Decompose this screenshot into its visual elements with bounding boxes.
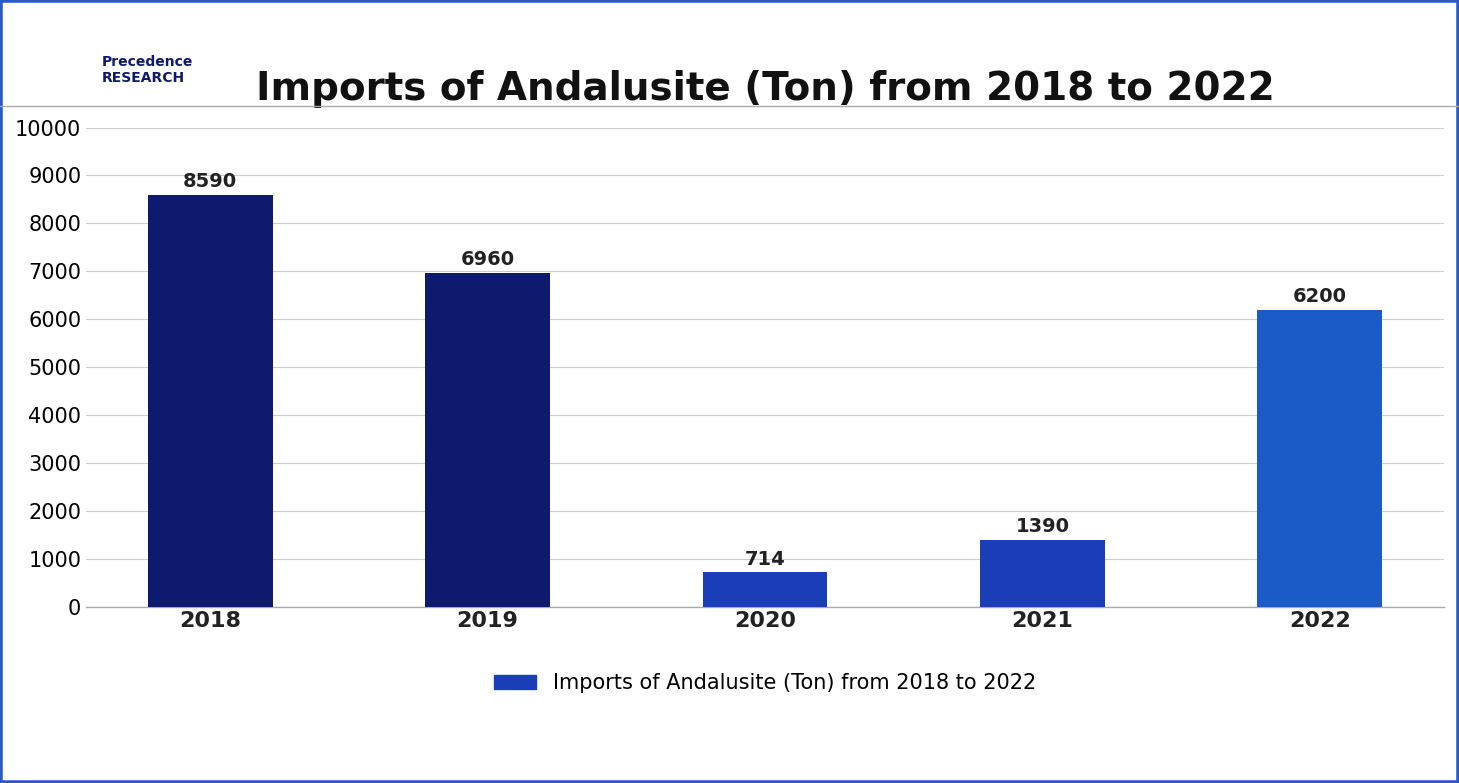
Bar — [147, 195, 273, 607]
Legend: Imports of Andalusite (Ton) from 2018 to 2022: Imports of Andalusite (Ton) from 2018 to… — [486, 665, 1045, 702]
Bar — [1258, 309, 1382, 607]
Title: Imports of Andalusite (Ton) from 2018 to 2022: Imports of Andalusite (Ton) from 2018 to… — [255, 70, 1274, 108]
Text: 6200: 6200 — [1293, 287, 1347, 306]
Text: 8590: 8590 — [184, 172, 238, 191]
Bar — [980, 540, 1104, 607]
Text: 1390: 1390 — [1015, 518, 1069, 536]
Bar — [425, 273, 550, 607]
Text: 6960: 6960 — [461, 251, 515, 269]
Text: Precedence
RESEARCH: Precedence RESEARCH — [102, 55, 194, 85]
Bar — [703, 572, 827, 607]
Text: 714: 714 — [744, 550, 785, 568]
